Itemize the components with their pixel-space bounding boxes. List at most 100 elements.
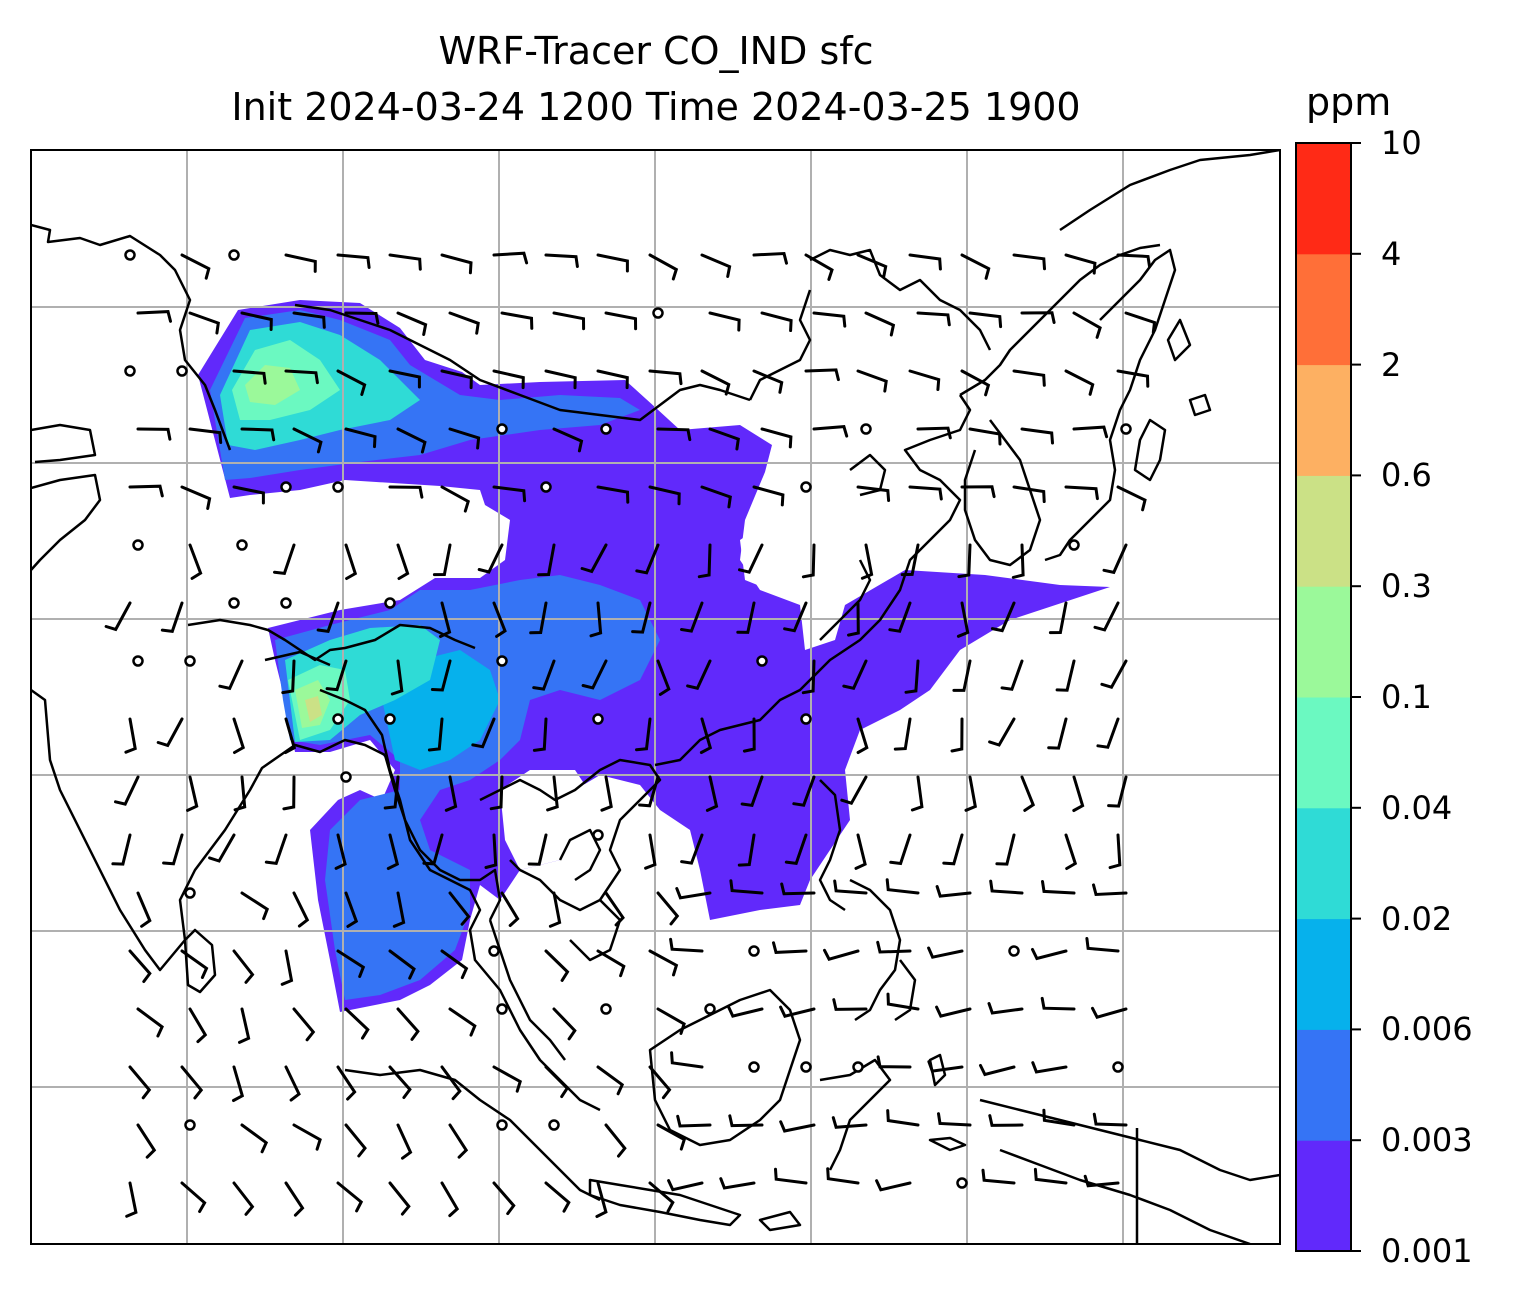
wind-barb [1033, 1167, 1068, 1185]
wind-barb [1064, 253, 1097, 275]
wind-barb [1064, 485, 1099, 501]
wind-barb [388, 1181, 411, 1216]
wind-barb [1011, 543, 1025, 579]
wind-barb [952, 659, 972, 692]
wind-barb [935, 1005, 972, 1018]
wind-barb [989, 879, 1024, 895]
wind-barb [160, 601, 184, 634]
wind-barb [344, 1123, 367, 1158]
wind-barb [596, 949, 626, 978]
wind-barb [832, 998, 868, 1011]
wind-barb [727, 1005, 764, 1018]
wind-barb [136, 891, 152, 928]
wind-barb [1108, 833, 1122, 870]
wind-barb [675, 887, 712, 900]
wind-barb [752, 369, 784, 394]
calm-marker [124, 249, 136, 261]
wind-barb [552, 1007, 577, 1041]
wind-barb [186, 775, 199, 812]
wind-barb [908, 253, 942, 271]
wind-barb [950, 717, 964, 753]
wind-barb [1107, 775, 1128, 808]
wind-barb [448, 1123, 469, 1159]
wind-barb [392, 891, 406, 928]
wind-barb [282, 775, 296, 811]
wind-barb [968, 427, 1002, 446]
wind-barb [284, 717, 297, 754]
wind-barb [908, 369, 941, 391]
wind-barb [656, 1123, 687, 1151]
wind-barb [740, 775, 764, 807]
calm-marker [800, 713, 812, 725]
wind-barb [833, 879, 868, 895]
wind-barb [344, 891, 359, 928]
wind-barb [779, 1120, 816, 1133]
wind-barb [680, 601, 704, 633]
wind-barb [942, 833, 964, 866]
wind-barb [527, 833, 548, 866]
wind-barb [280, 949, 294, 986]
wind-barb [439, 601, 452, 638]
wind-barb [162, 833, 184, 866]
calm-marker [592, 829, 604, 841]
calm-marker [132, 539, 144, 551]
wind-barb [292, 891, 310, 928]
wind-barb [396, 543, 410, 580]
calm-marker [600, 423, 612, 435]
calm-marker [704, 1003, 716, 1015]
wind-barb [316, 601, 340, 633]
wind-barb [708, 427, 740, 451]
calm-marker [600, 1003, 612, 1015]
wind-barb [699, 717, 713, 754]
wind-barb [1020, 775, 1036, 812]
wind-barb [537, 543, 556, 577]
calm-marker [496, 1003, 508, 1015]
wind-barb [336, 1065, 357, 1101]
wind-barb [875, 1179, 912, 1192]
calm-marker [860, 423, 872, 435]
wind-barb [500, 311, 534, 330]
map-gridlines [31, 150, 1280, 1244]
wind-barb [968, 311, 1003, 329]
colorbar-tick-label: 2 [1381, 345, 1402, 384]
wind-barb [1072, 425, 1109, 439]
coastlines [31, 150, 1280, 1244]
map-subtitle: Init 2024-03-24 1200 Time 2024-03-25 190… [231, 85, 1081, 129]
colorbar-unit: ppm [1306, 80, 1392, 124]
wind-barb [847, 601, 860, 637]
colorbar-segment [1296, 697, 1351, 809]
calm-marker [124, 365, 136, 377]
wind-barb [544, 1181, 571, 1213]
wind-barb [648, 1181, 675, 1213]
wind-barb [104, 601, 132, 632]
wind-barb [648, 253, 679, 281]
wind-barb [937, 1112, 972, 1127]
wind-barb [916, 311, 951, 327]
wind-barb [580, 543, 608, 574]
wind-barb [960, 253, 991, 280]
wind-barb [604, 891, 625, 927]
wind-barb [232, 949, 255, 984]
wind-barb [292, 1123, 322, 1151]
wind-barb [1020, 427, 1054, 445]
wind-barb [544, 369, 577, 390]
wind-barb [1048, 601, 1068, 635]
wind-barb [292, 427, 323, 454]
wind-barb [856, 717, 869, 754]
wind-barb [728, 1114, 764, 1128]
wind-barb [780, 882, 816, 896]
wind-barb [432, 543, 452, 577]
wind-barb [489, 775, 504, 811]
wind-barb [631, 601, 652, 634]
wind-barb [440, 1065, 462, 1101]
wind-barb [188, 1007, 208, 1044]
wind-barb [448, 311, 480, 335]
wind-barb [430, 659, 452, 692]
calm-marker [184, 655, 196, 667]
wind-barb [783, 601, 808, 633]
calm-marker [184, 1119, 196, 1131]
colorbar-tick-label: 0.006 [1381, 1010, 1473, 1049]
calm-marker [236, 539, 248, 551]
calm-marker [592, 713, 604, 725]
